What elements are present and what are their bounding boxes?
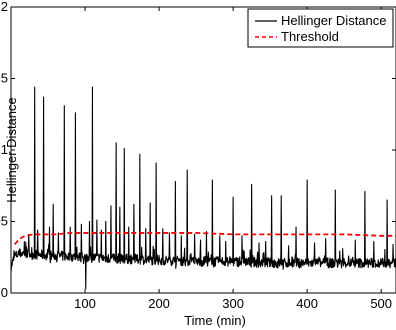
threshold-line [14,232,396,245]
x-tick-label: 500 [370,296,392,311]
y-tick-label: 0 [1,285,8,300]
x-axis-label: Time (min) [184,313,246,328]
legend: Hellinger Distance Threshold [247,8,394,48]
legend-label-threshold: Threshold [281,29,339,44]
series-layer [10,86,396,290]
x-tick-label: 400 [296,296,318,311]
x-tick-label: 100 [74,296,96,311]
plot-area [11,7,396,293]
x-tick-label: 300 [222,296,244,311]
y-tick-label: 0.2 [0,0,8,14]
y-tick-label: 0.05 [0,214,8,229]
y-tick-label: 0.1 [0,142,8,157]
legend-box [247,8,394,48]
ticks-layer: 100 200 300 400 500 0 0.05 0.1 0.15 0.2 [0,0,396,311]
legend-label-hellinger: Hellinger Distance [281,13,387,28]
x-tick-label: 200 [148,296,170,311]
y-tick-label: 0.15 [0,71,8,86]
y-axis-label: Hellinger Distance [4,97,19,203]
hellinger-distance-line [10,86,396,290]
